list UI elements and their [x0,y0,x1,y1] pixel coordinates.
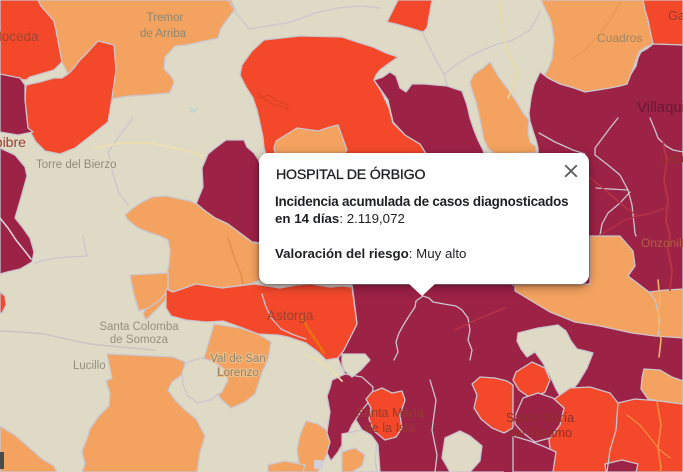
svg-text:Torre del Bierzo: Torre del Bierzo [36,159,117,171]
svg-text:de Arriba: de Arriba [140,28,187,40]
svg-text:Tremor: Tremor [147,12,184,24]
svg-text:Cuadros: Cuadros [597,31,642,45]
svg-text:Astorga: Astorga [267,308,314,323]
svg-text:Santa María: Santa María [506,411,574,425]
svg-text:Garrafe: Garrafe [668,8,683,23]
svg-text:Val de San: Val de San [210,353,265,365]
svg-text:Lucillo: Lucillo [73,360,106,372]
svg-text:del Páramo: del Páramo [508,426,572,440]
svg-text:de la Isla: de la Isla [365,421,415,435]
svg-text:de Somoza: de Somoza [110,334,169,346]
svg-text:Noceda: Noceda [0,29,39,44]
svg-text:Villaquilambre: Villaquilambre [637,99,683,116]
svg-text:León: León [660,151,683,167]
svg-text:Santa Colomba: Santa Colomba [99,321,179,333]
svg-text:Lorenzo: Lorenzo [217,367,259,379]
svg-text:Onzonilla: Onzonilla [641,236,683,250]
svg-text:Bembibre: Bembibre [0,134,26,150]
svg-text:Santa María: Santa María [356,406,424,420]
